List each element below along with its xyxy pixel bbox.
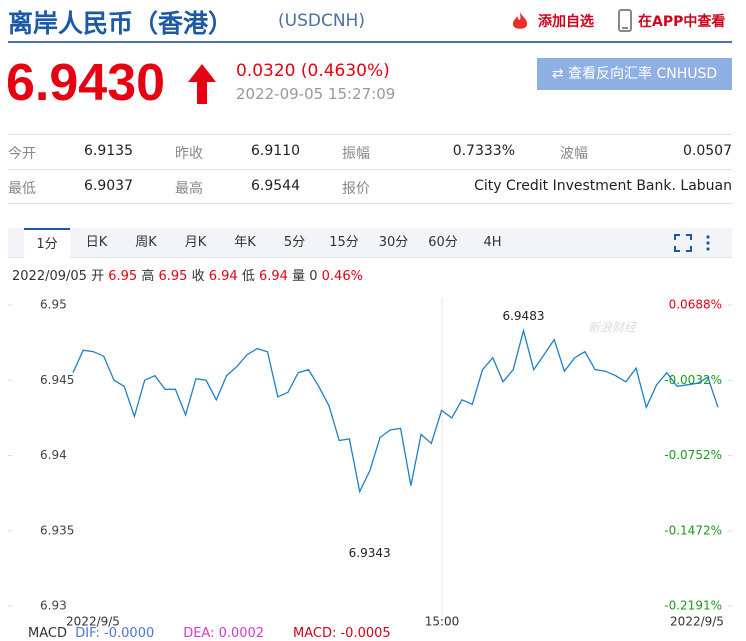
stat-value: 6.9135	[84, 143, 133, 159]
stat-label: 波幅	[560, 146, 588, 162]
open-app[interactable]: 在APP中查看	[638, 14, 726, 30]
ohlc-label: 低	[241, 269, 255, 284]
tab[interactable]: 30分	[378, 235, 409, 250]
tab[interactable]: 60分	[428, 235, 458, 250]
y2-tick-label: -0.1472%	[664, 523, 722, 537]
stat-label: 今开	[8, 146, 36, 162]
tab[interactable]: 月K	[184, 235, 207, 250]
dea: DEA: 0.0002	[183, 626, 265, 641]
stat-label: 报价	[342, 181, 370, 197]
tab[interactable]: 年K	[234, 235, 256, 250]
stat-value: 0.7333%	[452, 143, 515, 159]
chart: 新浪财经 6.93 6.935 6.94 6.945 6.95 -0.2191% -0.147…	[8, 298, 732, 629]
stats-rule	[8, 203, 732, 204]
tabs: 1分 日K 周K 月K 年K 5分 15分 30分 60分 4H	[8, 228, 732, 258]
header-rule	[8, 41, 732, 43]
ohlc-label: 开	[91, 269, 105, 284]
price-line	[72, 328, 719, 494]
y-tick-label: 6.935	[40, 523, 74, 537]
y2-tick-label: -0.0752%	[664, 448, 722, 462]
ohlc-line: 2022/09/05 开 6.95 高 6.95 收 6.94 低 6.94 量…	[12, 265, 363, 284]
ohlc-pct: 0.46%	[321, 269, 363, 284]
tab[interactable]: 日K	[85, 235, 108, 250]
ohlc-value: 0	[309, 269, 318, 284]
ohlc-label: 收	[191, 269, 205, 284]
stat-label: 最高	[175, 181, 203, 197]
stat-label: 振幅	[342, 146, 370, 162]
y-tick-label: 6.945	[40, 373, 74, 387]
y2-tick-label: -0.0032%	[664, 373, 722, 387]
ohlc-value: 6.94	[208, 269, 238, 284]
change: 0.0320 (0.4630%)	[236, 61, 390, 81]
ohlc-date: 2022/09/05	[12, 269, 87, 284]
button-text: 查看反向汇率 CNHUSD	[568, 66, 718, 82]
flame-icon	[512, 12, 528, 29]
x-label: 2022/9/5	[66, 615, 120, 629]
ohlc-value: 6.94	[258, 269, 288, 284]
y2-tick-label: 0.0688%	[669, 298, 722, 312]
reverse-rate-button[interactable]: ⇄ 查看反向汇率 CNHUSD	[537, 58, 732, 90]
stat-value: City Credit Investment Bank. Labuan	[474, 178, 732, 194]
macd-title: MACD	[28, 626, 67, 641]
stat-value: 0.0507	[683, 143, 732, 159]
stat-label: 最低	[8, 181, 36, 197]
add-watchlist[interactable]: 添加自选	[538, 14, 594, 30]
tab[interactable]: 15分	[329, 235, 359, 250]
y-tick-label: 6.95	[40, 298, 67, 312]
stats-row: 最低 6.9037 最高 6.9544 报价 City Credit Investment…	[8, 169, 732, 204]
x-label: 15:00	[425, 615, 460, 629]
macd-line: MACD DIF: -0.0000 DEA: 0.0002 MACD: -0.0…	[28, 626, 391, 641]
tab[interactable]: 周K	[135, 235, 157, 250]
time: 2022-09-05 15:27:09	[236, 85, 396, 103]
ohlc-value: 6.95	[108, 269, 138, 284]
stat-label: 昨收	[175, 146, 203, 162]
watermark: 新浪财经	[588, 321, 638, 335]
max-label: 6.9483	[502, 309, 544, 323]
stats-row: 今开 6.9135 昨收 6.9110 振幅 0.7333% 波幅 0.0507	[8, 134, 732, 169]
macd-value: MACD: -0.0005	[293, 626, 391, 641]
toolbar-icons[interactable]	[673, 233, 713, 253]
title: 离岸人民币（香港）	[8, 9, 234, 38]
min-label: 6.9343	[349, 546, 391, 560]
phone-icon	[618, 9, 632, 32]
price: 6.9430	[6, 54, 166, 112]
y-tick-label: 6.94	[40, 448, 67, 462]
stat-value: 6.9037	[84, 178, 133, 194]
code: (USDCNH)	[278, 11, 365, 31]
tab[interactable]: 1分	[24, 228, 70, 258]
x-label: 2022/9/5	[670, 615, 724, 629]
up-arrow	[188, 64, 216, 104]
stat-value: 6.9110	[251, 143, 300, 159]
stat-value: 6.9544	[251, 178, 300, 194]
tab[interactable]: 5分	[283, 235, 306, 250]
y2-tick-label: -0.2191%	[664, 599, 722, 613]
y-tick-label: 6.93	[40, 599, 67, 613]
ohlc-label: 高	[141, 269, 155, 284]
ohlc-value: 6.95	[158, 269, 188, 284]
dif: DIF: -0.0000	[75, 626, 155, 641]
tab[interactable]: 4H	[483, 235, 502, 250]
ohlc-label: 量	[292, 269, 306, 284]
